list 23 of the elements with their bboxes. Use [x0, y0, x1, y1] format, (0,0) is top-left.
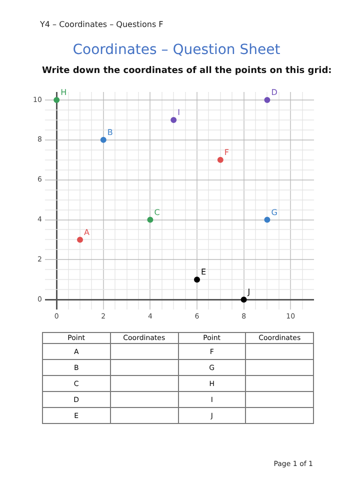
- point: [54, 96, 60, 103]
- point: [170, 116, 177, 123]
- point: [194, 276, 200, 283]
- point: [264, 216, 270, 223]
- series-label: G: [271, 208, 278, 217]
- point: [77, 236, 84, 243]
- series-label: B: [107, 128, 113, 137]
- point: [217, 156, 224, 163]
- chart-subtitle: Write down the coordinates of all the points on this grid:: [42, 66, 332, 76]
- series-label: E: [201, 268, 206, 277]
- series-label: F: [224, 148, 230, 157]
- series-label: D: [271, 88, 278, 98]
- series-label: J: [246, 288, 250, 297]
- point: [264, 96, 270, 103]
- point: [147, 216, 154, 223]
- point: [240, 296, 247, 303]
- point: [100, 136, 106, 143]
- text: Y4 – Coordinates – Questions F: [40, 20, 164, 29]
- chart-title: Coordinates – Question Sheet: [72, 42, 282, 58]
- series-label: I: [178, 108, 180, 118]
- series-label: H: [60, 88, 67, 98]
- series-label: A: [84, 228, 90, 237]
- series-label: C: [154, 208, 160, 217]
